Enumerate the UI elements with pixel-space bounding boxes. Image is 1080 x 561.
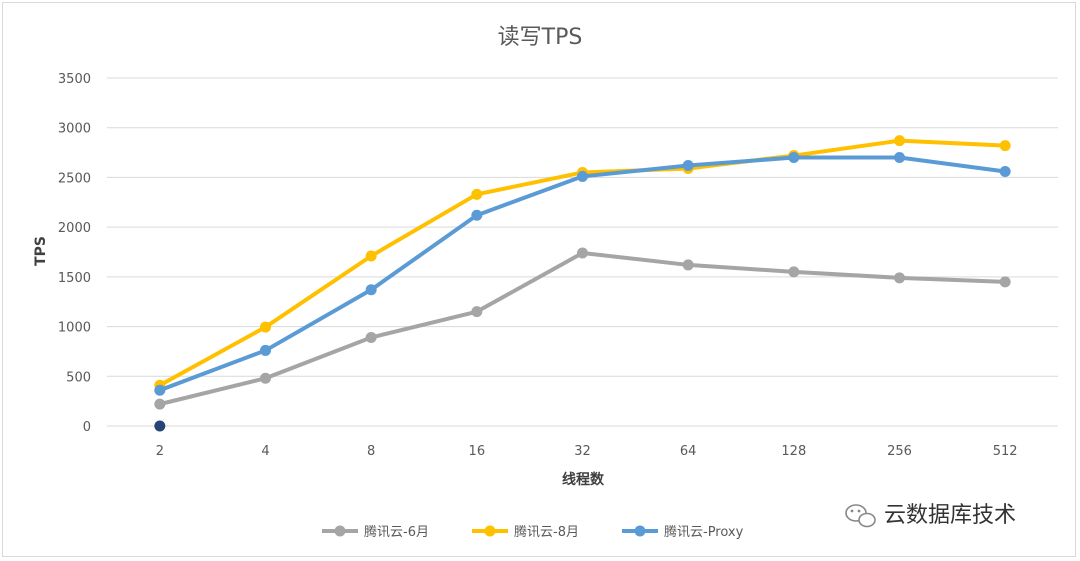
data-point — [471, 188, 483, 200]
y-tick-label: 0 — [83, 420, 91, 435]
data-point — [260, 372, 271, 384]
y-tick-label: 2000 — [58, 221, 91, 236]
data-point — [788, 152, 800, 164]
y-tick-label: 1000 — [58, 321, 91, 336]
y-tick-label: 1500 — [58, 271, 91, 286]
legend: 腾讯云-6月 腾讯云-8月 腾讯云-Proxy — [322, 524, 744, 540]
y-axis-label: TPS — [33, 236, 49, 266]
extra-data-point — [154, 420, 166, 432]
x-tick-label: 64 — [680, 444, 697, 459]
x-tick-label: 128 — [781, 444, 806, 459]
series-line — [157, 250, 1008, 407]
data-point — [894, 272, 905, 284]
data-point — [894, 152, 905, 164]
data-point — [577, 247, 588, 259]
watermark: 云数据库技术 — [845, 503, 1016, 528]
chart-title: 读写TPS — [498, 25, 583, 50]
data-point — [894, 135, 905, 147]
x-axis-ticks: 2 4 8 16 32 64 128 256 512 — [156, 444, 1018, 459]
y-tick-label: 3000 — [58, 122, 91, 137]
data-point — [471, 306, 483, 318]
y-tick-label: 2500 — [58, 171, 91, 186]
legend-label: 腾讯云-Proxy — [664, 524, 744, 540]
y-tick-label: 3500 — [58, 72, 91, 87]
x-tick-label: 512 — [993, 444, 1018, 459]
data-point — [999, 276, 1011, 288]
legend-label: 腾讯云-8月 — [514, 524, 579, 540]
data-point — [365, 332, 377, 344]
x-axis-label: 线程数 — [562, 471, 605, 488]
legend-swatch-marker — [634, 525, 646, 537]
x-tick-label: 256 — [887, 444, 912, 459]
watermark-text: 云数据库技术 — [884, 503, 1016, 528]
legend-item: 腾讯云-8月 — [472, 524, 579, 540]
wechat-icon — [845, 504, 876, 528]
y-tick-label: 500 — [66, 370, 91, 385]
series-1 — [154, 247, 1011, 410]
legend-swatch-marker — [334, 525, 346, 537]
data-point — [577, 170, 588, 182]
data-point — [788, 266, 800, 278]
data-point — [260, 321, 271, 333]
data-point — [365, 250, 377, 262]
series-layer — [154, 135, 1011, 432]
data-point — [999, 140, 1011, 152]
data-point — [471, 209, 483, 221]
data-point — [154, 384, 166, 396]
x-tick-label: 32 — [574, 444, 591, 459]
x-tick-label: 2 — [156, 444, 164, 459]
data-point — [682, 259, 694, 271]
data-point — [260, 344, 271, 356]
legend-item: 腾讯云-6月 — [322, 524, 429, 540]
data-point — [999, 165, 1011, 177]
data-point — [682, 159, 694, 171]
x-tick-label: 4 — [261, 444, 269, 459]
data-point — [154, 398, 166, 410]
y-axis-ticks: 0 500 1000 1500 2000 2500 3000 3500 — [58, 72, 91, 435]
legend-swatch-marker — [484, 525, 496, 537]
x-tick-label: 16 — [469, 444, 486, 459]
x-tick-label: 8 — [367, 444, 375, 459]
series-3 — [154, 152, 1011, 396]
series-line — [157, 155, 1008, 393]
data-point — [365, 284, 377, 296]
legend-item: 腾讯云-Proxy — [622, 524, 744, 540]
legend-label: 腾讯云-6月 — [364, 524, 429, 540]
